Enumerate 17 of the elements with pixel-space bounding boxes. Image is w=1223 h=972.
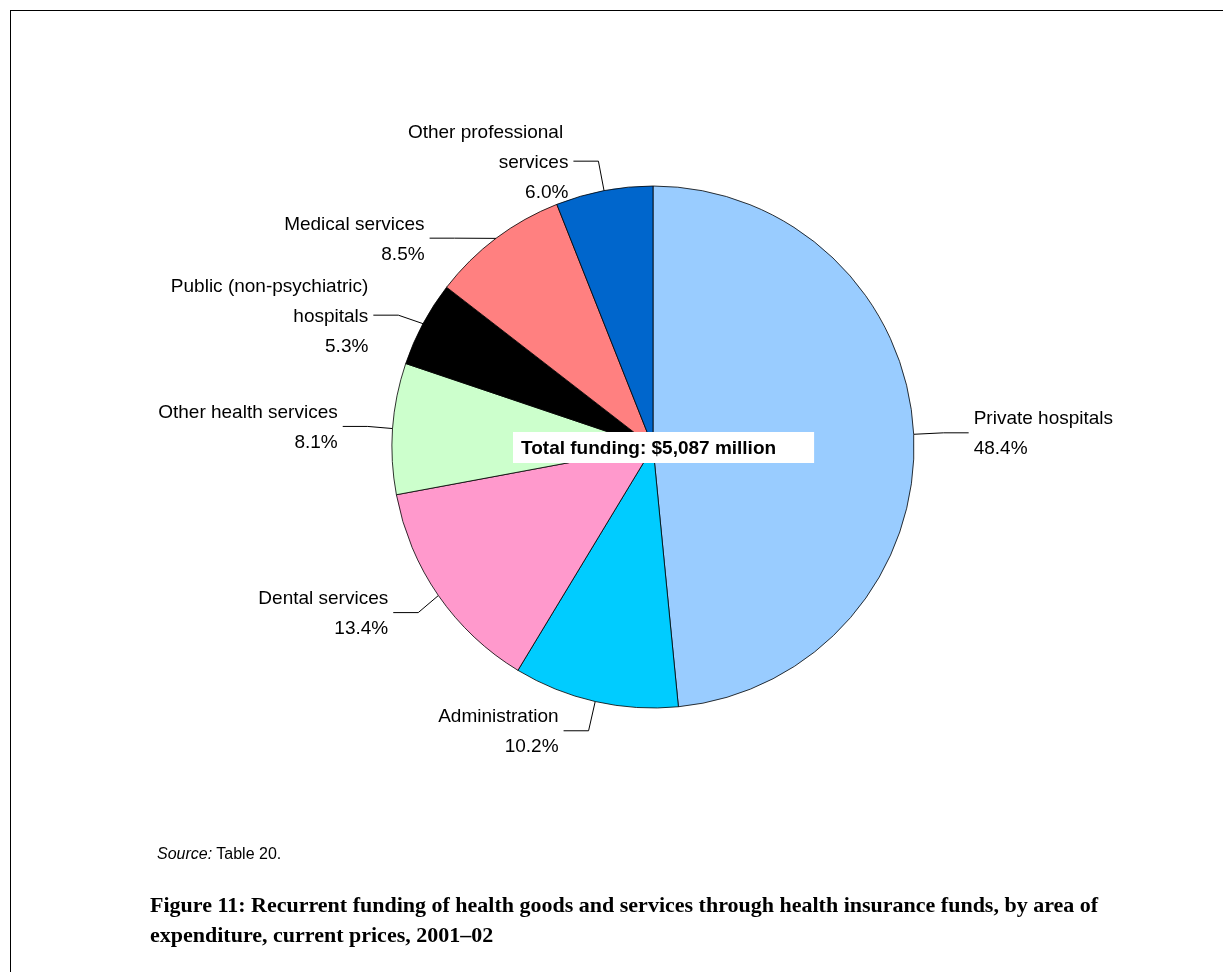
slice-label: Public (non-psychiatric) hospitals [170, 274, 369, 326]
data-label: 13.4% [334, 617, 389, 639]
data-label: 10.2% [504, 735, 559, 757]
slice-label: Other professional services [407, 120, 569, 172]
data-label: 8.1% [294, 430, 338, 452]
text: Figure 11: Recurrent funding of health goods and services through health insurance funds, by area of expenditure, current prices, 2001–02 [150, 891, 1100, 949]
data-label: 5.3% [325, 334, 369, 356]
slice-label: Administration [438, 705, 559, 727]
slice-label: Private hospitals [973, 407, 1114, 429]
slice-label: Dental services [258, 587, 389, 609]
data-label: 8.5% [381, 242, 425, 264]
slice-label: Medical services [284, 212, 425, 234]
data-label: 48.4% [973, 437, 1028, 459]
source-note: Source: Table 20. [157, 845, 282, 863]
text: Total funding: $5,087 million [521, 437, 777, 458]
slice-label: Other health services [158, 400, 338, 422]
data-label: 6.0% [525, 180, 569, 202]
